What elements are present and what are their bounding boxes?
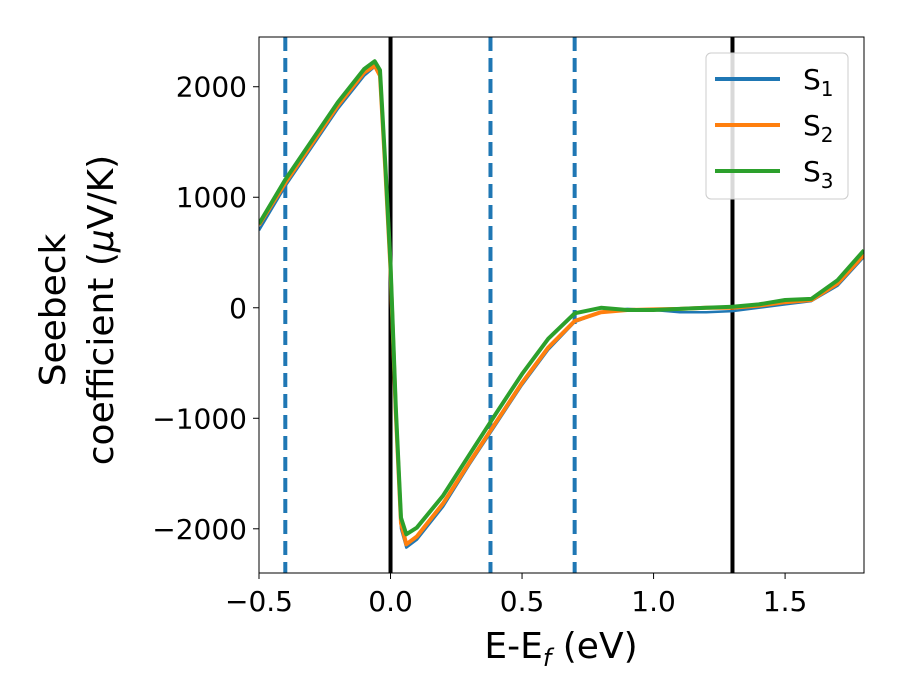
legend-label: S3 (803, 155, 834, 193)
y-tick-label: 0 (229, 292, 247, 325)
plot-frame (258, 36, 865, 574)
y-axis: −2000 −1000 0 1000 2000 (152, 71, 259, 546)
x-axis-title: E-Ef (eV) (484, 626, 637, 672)
reference-lines (283, 37, 735, 573)
y-tick-label: 1000 (176, 181, 247, 214)
series-lines (259, 59, 864, 549)
x-tick-label: 0.0 (368, 585, 413, 618)
x-tick-label: 1.5 (763, 585, 808, 618)
y-axis-title-line2: coefficient (μV/K) (81, 155, 122, 465)
y-tick-label: −1000 (152, 402, 247, 435)
y-axis-title-line1: Seebeck (33, 233, 74, 386)
x-axis: −0.5 0.0 0.5 1.0 1.5 (225, 573, 807, 618)
series-line-s3 (259, 59, 864, 537)
x-tick-label: 1.0 (631, 585, 676, 618)
x-tick-label: −0.5 (225, 585, 293, 618)
y-tick-label: 2000 (176, 71, 247, 104)
x-tick-label: 0.5 (500, 585, 545, 618)
y-tick-label: −2000 (152, 513, 247, 546)
